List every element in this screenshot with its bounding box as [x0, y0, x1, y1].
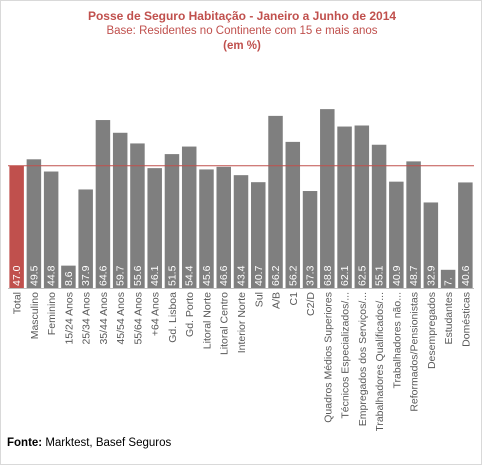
category-label: Reformados/Pensionistas — [409, 292, 421, 412]
category-label: Trabalhadores Qualificados/... — [374, 292, 386, 431]
bar-value-label: 47.0 — [11, 265, 23, 286]
bar — [181, 146, 197, 288]
bar-value-label: 62.1 — [339, 265, 351, 286]
bar-value-label: 40.6 — [460, 265, 472, 286]
category-label: A/B — [271, 292, 283, 309]
bar-value-label: 32.9 — [425, 265, 437, 286]
bar — [302, 191, 318, 288]
category-label: 35/44 Anos — [98, 292, 110, 345]
bar-value-label: 48.7 — [408, 265, 420, 286]
source-text: Marktest, Basef Seguros — [42, 437, 172, 449]
bar-value-label: 49.5 — [28, 265, 40, 286]
bar — [78, 189, 93, 288]
bar — [26, 159, 42, 288]
bar — [9, 165, 24, 288]
bar — [406, 161, 421, 288]
category-label: 15/24 Anos — [63, 292, 75, 345]
category-label: Feminino — [46, 292, 58, 335]
bar — [251, 182, 266, 288]
bar — [147, 168, 162, 288]
category-label: Gd. Porto — [184, 292, 196, 337]
bar — [458, 182, 473, 288]
bar-value-label: 54.4 — [184, 265, 196, 286]
bar-value-label: 46.1 — [149, 265, 161, 286]
category-label: Litoral Centro — [219, 292, 231, 355]
bar — [61, 265, 76, 288]
bar-value-label: 40.7 — [253, 265, 265, 286]
category-label: 25/34 Anos — [81, 292, 93, 345]
bar-value-label: 56.2 — [287, 265, 299, 286]
bar-value-label: 46.6 — [218, 265, 230, 286]
bar — [199, 169, 214, 288]
bar — [216, 166, 231, 288]
bar-value-label: 55.6 — [132, 265, 144, 286]
bar-value-label: 37.3 — [305, 265, 317, 286]
bar — [389, 181, 404, 288]
category-label: Quadros Médios Superiores — [322, 292, 334, 423]
chart-subtitle: Base: Residentes no Continente com 15 e … — [106, 25, 378, 37]
bar-value-label: 40.9 — [391, 265, 403, 286]
category-label: +64 Anos — [150, 292, 162, 336]
bar-value-label: 68.8 — [322, 265, 334, 286]
bar — [130, 143, 145, 288]
category-label: Interior Norte — [236, 292, 248, 353]
chart-title: Posse de Seguro Habitação - Janeiro a Ju… — [87, 9, 397, 23]
bar-value-label: 43.4 — [236, 265, 248, 286]
bar — [337, 126, 352, 288]
category-label: 55/64 Anos — [132, 292, 144, 345]
bar — [233, 175, 249, 288]
source-label: Fonte: — [7, 437, 43, 449]
source-note: Fonte: Marktest, Basef Seguros — [7, 437, 171, 449]
bar — [95, 120, 111, 288]
category-label: Desempregados — [426, 292, 438, 369]
category-label: Gd. Lisboa — [167, 292, 179, 343]
bar — [440, 269, 456, 288]
bar-chart-plot: 47.0 Total 49.5 Masculino 44.8 Feminino 8.6 15/… — [8, 109, 474, 431]
category-label: C1 — [288, 292, 300, 306]
bar — [320, 109, 335, 289]
bar-value-label: 64.6 — [97, 265, 109, 286]
bar — [423, 202, 439, 288]
bar — [371, 144, 387, 288]
bar-value-label: 7. — [443, 277, 455, 286]
bar — [43, 171, 59, 288]
category-label: Empregados dos Serviços/... — [357, 292, 369, 426]
bar — [354, 125, 370, 288]
category-label: Total — [12, 292, 24, 314]
bar-value-label: 62.5 — [356, 265, 368, 286]
bar-value-label: 44.8 — [46, 265, 58, 286]
category-label: Sul — [253, 292, 265, 307]
chart-unit: (em %) — [223, 40, 261, 52]
bar-value-label: 59.7 — [115, 265, 127, 286]
bar-value-label: 45.6 — [201, 265, 213, 286]
category-label: Trabalhadores não... — [391, 292, 403, 389]
category-label: Técnicos Especializados/... — [340, 292, 352, 419]
bar-value-label: 51.5 — [166, 265, 178, 286]
category-label: C2/D — [305, 292, 317, 316]
bar-value-label: 8.6 — [63, 271, 75, 286]
category-label: Litoral Norte — [201, 292, 213, 349]
bar — [112, 132, 128, 288]
category-label: Domésticas — [460, 292, 472, 347]
bar — [164, 154, 180, 288]
bar — [268, 115, 283, 288]
bar-value-label: 55.1 — [374, 265, 386, 286]
category-label: 45/54 Anos — [115, 292, 127, 345]
category-label: Estudantes — [443, 292, 455, 345]
bar-value-label: 66.2 — [270, 265, 282, 286]
category-label: Masculino — [29, 292, 41, 339]
bar — [285, 141, 301, 288]
bar-value-label: 37.9 — [80, 265, 92, 286]
